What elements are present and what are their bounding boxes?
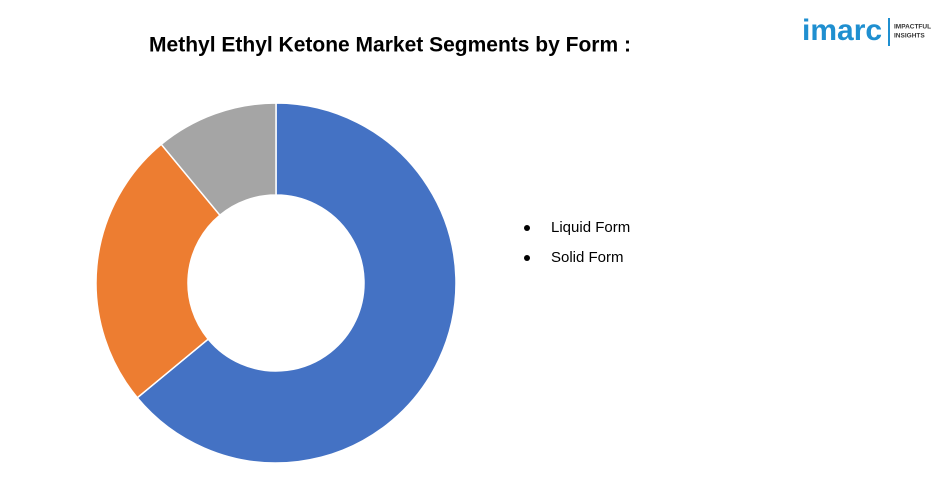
chart-title: Methyl Ethyl Ketone Market Segments by F… (149, 34, 631, 57)
legend-label: Solid Form (551, 249, 624, 266)
donut-segment (160, 102, 277, 217)
legend-label: Liquid Form (551, 219, 630, 236)
logo-divider (888, 18, 890, 46)
donut-segment (136, 102, 457, 464)
donut-segment (95, 143, 221, 399)
legend-bullet (524, 225, 530, 231)
logo-tagline: IMPACTFUL (894, 24, 931, 31)
legend-bullet (524, 255, 530, 261)
logo-brand: imarc (802, 14, 882, 47)
logo-tagline: INSIGHTS (894, 33, 925, 40)
